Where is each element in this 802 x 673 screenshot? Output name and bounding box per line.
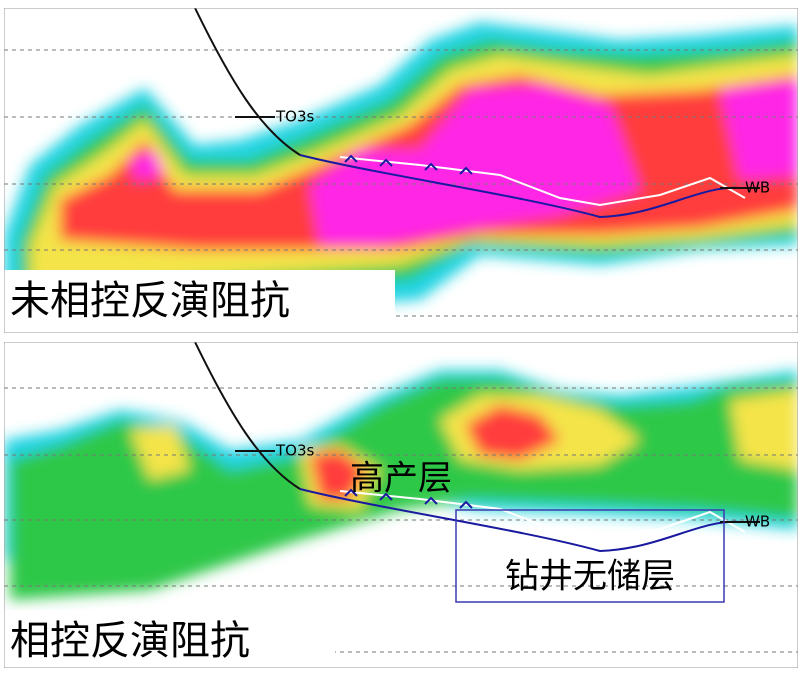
well-path — [194, 342, 301, 490]
end-label: WB — [745, 513, 770, 531]
panel-label: 相控反演阻抗 — [10, 618, 250, 664]
impedance-zone — [720, 80, 798, 180]
impedance-map — [4, 370, 798, 600]
panel-label: 未相控反演阻抗 — [10, 278, 290, 324]
top-label: TO3s — [275, 108, 315, 126]
annotation: 高产层 — [350, 459, 452, 499]
well-path-horizontal — [299, 154, 741, 219]
panel: TO3s WB 未相控反演阻抗 — [4, 8, 798, 333]
annotation: 钻井无储层 — [505, 557, 675, 597]
impedance-zone — [465, 405, 560, 460]
label-box — [4, 270, 395, 333]
impedance-zone — [730, 390, 798, 470]
perforations — [344, 154, 473, 175]
impedance-map — [4, 22, 798, 325]
well-path — [194, 8, 301, 156]
impedance-zone — [310, 85, 640, 245]
impedance-zone — [130, 150, 165, 180]
impedance-zone — [310, 450, 365, 500]
impedance-zone — [130, 425, 190, 480]
well-path-horizontal — [299, 488, 741, 553]
perforations — [344, 488, 473, 509]
panel: TO3s WB 相控反演阻抗 — [4, 342, 798, 668]
label-box — [4, 610, 335, 668]
end-label: WB — [745, 179, 770, 197]
top-label: TO3s — [275, 442, 315, 460]
annotation-box — [455, 509, 725, 603]
